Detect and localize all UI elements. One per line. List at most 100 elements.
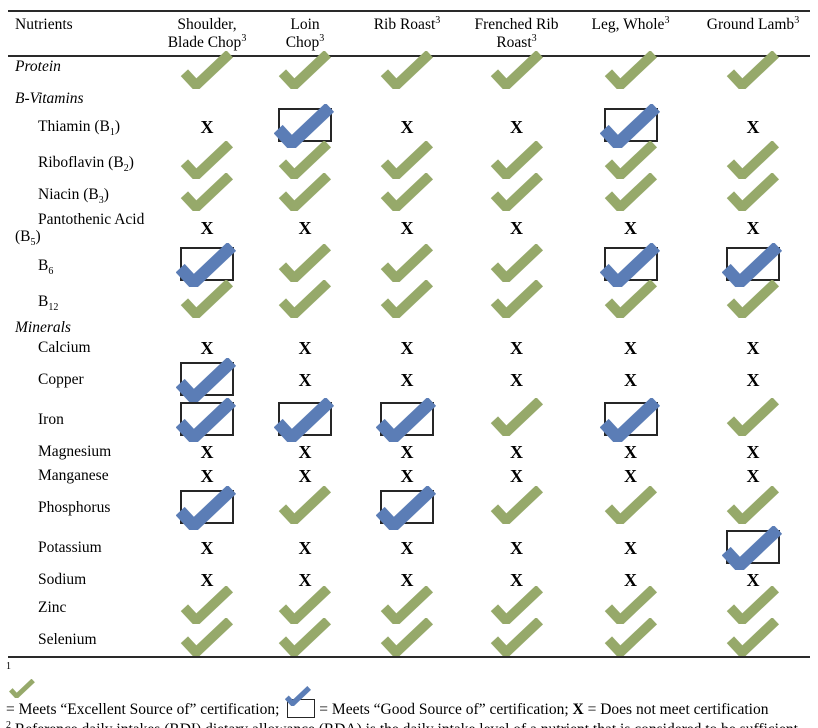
- good-source-boxed-check-icon: [722, 243, 782, 288]
- mark-cell: [460, 172, 573, 211]
- mark-cell: X: [573, 467, 688, 485]
- not-met-x-mark: X: [746, 116, 760, 137]
- good-source-boxed-check-icon: [599, 397, 660, 442]
- mark-cell: [354, 397, 460, 442]
- mark-cell: X: [158, 118, 256, 136]
- mark-cell: [256, 397, 354, 442]
- nutrient-label: Minerals: [15, 318, 71, 336]
- nutrient-label: Copper: [38, 371, 84, 389]
- good-source-check-icon: [722, 243, 782, 288]
- good-source-check-icon: [722, 525, 782, 570]
- not-met-x-mark: X: [624, 466, 637, 487]
- not-met-x-mark: X: [624, 538, 637, 559]
- good-source-boxed-check-icon: [274, 104, 334, 149]
- not-met-x-mark: X: [400, 338, 414, 359]
- table-bottom-rule: [8, 656, 810, 659]
- excellent-source-check-icon: [180, 279, 234, 318]
- nutrient-label: Pantothenic Acid (B5): [15, 210, 145, 249]
- not-met-x-mark: X: [200, 218, 214, 239]
- mark-cell: [688, 398, 818, 437]
- nutrient-label: Potassium: [38, 539, 102, 557]
- good-source-boxed-check-icon: [274, 397, 334, 442]
- excellent-source-check-icon: [278, 243, 332, 282]
- table-row: Copper X X X X X: [0, 357, 818, 402]
- excellent-source-check-icon: [604, 486, 657, 525]
- mark-cell: [256, 243, 354, 282]
- table-row: Protein: [0, 50, 818, 89]
- excellent-source-check-icon: [604, 586, 657, 625]
- table-row: Niacin (B3): [0, 172, 818, 211]
- excellent-source-check-icon: [380, 243, 434, 282]
- mark-cell: [354, 243, 460, 282]
- column-header-leg-whole: Leg, Whole3: [591, 14, 670, 33]
- mark-cell: [354, 586, 460, 625]
- nutrient-label: Thiamin (B1): [38, 118, 121, 139]
- nutrient-table: Nutrients Shoulder, Blade Chop3 Loin Chop3 Ri…: [0, 10, 818, 659]
- table-row: B6: [0, 243, 818, 288]
- mark-cell: X: [573, 571, 688, 589]
- not-met-x-mark: X: [400, 466, 414, 487]
- mark-cell: [573, 486, 688, 525]
- excellent-source-check-icon: [604, 279, 657, 318]
- column-header-loin-chop: Loin Chop3: [285, 16, 325, 51]
- good-source-check-icon: [599, 397, 660, 442]
- mark-cell: [158, 618, 256, 657]
- table-row: B12: [0, 279, 818, 318]
- nutrient-label: Phosphorus: [38, 499, 111, 517]
- table-row: Selenium: [0, 618, 818, 657]
- not-met-x-mark: X: [510, 116, 523, 137]
- excellent-source-check-icon: [380, 140, 434, 179]
- table-header-row: Nutrients Shoulder, Blade Chop3 Loin Chop3 Ri…: [0, 12, 818, 55]
- mark-cell: X: [460, 371, 573, 389]
- mark-cell: [158, 50, 256, 89]
- mark-cell: [158, 586, 256, 625]
- mark-cell: X: [688, 571, 818, 589]
- mark-cell: [688, 279, 818, 318]
- not-met-x-mark: X: [624, 218, 637, 239]
- mark-cell: [688, 172, 818, 211]
- mark-cell: [158, 243, 256, 288]
- not-met-x-mark: X: [624, 570, 637, 591]
- mark-cell: [688, 50, 818, 89]
- table-row: Thiamin (B1) X X X X: [0, 104, 818, 149]
- mark-cell: [256, 172, 354, 211]
- mark-cell: [256, 618, 354, 657]
- mark-cell: [158, 140, 256, 179]
- mark-cell: X: [256, 539, 354, 557]
- not-met-x-mark: X: [200, 466, 214, 487]
- mark-cell: [688, 140, 818, 179]
- excellent-source-check-icon: [726, 279, 780, 318]
- column-header-ground-lamb: Ground Lamb3: [706, 14, 800, 33]
- not-met-x-mark: X: [746, 338, 760, 359]
- table-row: Riboflavin (B2): [0, 140, 818, 179]
- good-source-check-icon: [599, 104, 660, 149]
- excellent-source-check-icon: [380, 50, 434, 89]
- good-source-check-icon: [376, 397, 436, 442]
- mark-cell: X: [256, 219, 354, 237]
- mark-cell: X: [460, 219, 573, 237]
- mark-cell: X: [354, 118, 460, 136]
- good-source-boxed-check-icon: [176, 357, 236, 402]
- good-source-check-icon: [176, 485, 236, 530]
- table-row: Minerals: [0, 318, 818, 336]
- mark-cell: X: [158, 571, 256, 589]
- excellent-source-check-icon: [490, 486, 543, 525]
- mark-cell: [354, 485, 460, 530]
- not-met-x-mark: X: [746, 442, 760, 463]
- not-met-x-mark: X: [298, 338, 312, 359]
- excellent-source-check-icon: [380, 586, 434, 625]
- mark-cell: [354, 140, 460, 179]
- excellent-source-check-icon: [490, 586, 543, 625]
- not-met-x-mark: X: [298, 538, 312, 559]
- mark-cell: [460, 618, 573, 657]
- mark-cell: [460, 486, 573, 525]
- good-source-boxed-check-icon: [599, 104, 660, 149]
- good-source-check-icon: [599, 243, 660, 288]
- good-source-check-icon: [285, 685, 312, 706]
- mark-cell: [354, 50, 460, 89]
- good-source-check-icon: [176, 243, 236, 288]
- mark-cell: [256, 50, 354, 89]
- mark-cell: X: [354, 539, 460, 557]
- good-source-boxed-check-icon: [285, 685, 316, 718]
- good-source-boxed-check-icon: [376, 397, 436, 442]
